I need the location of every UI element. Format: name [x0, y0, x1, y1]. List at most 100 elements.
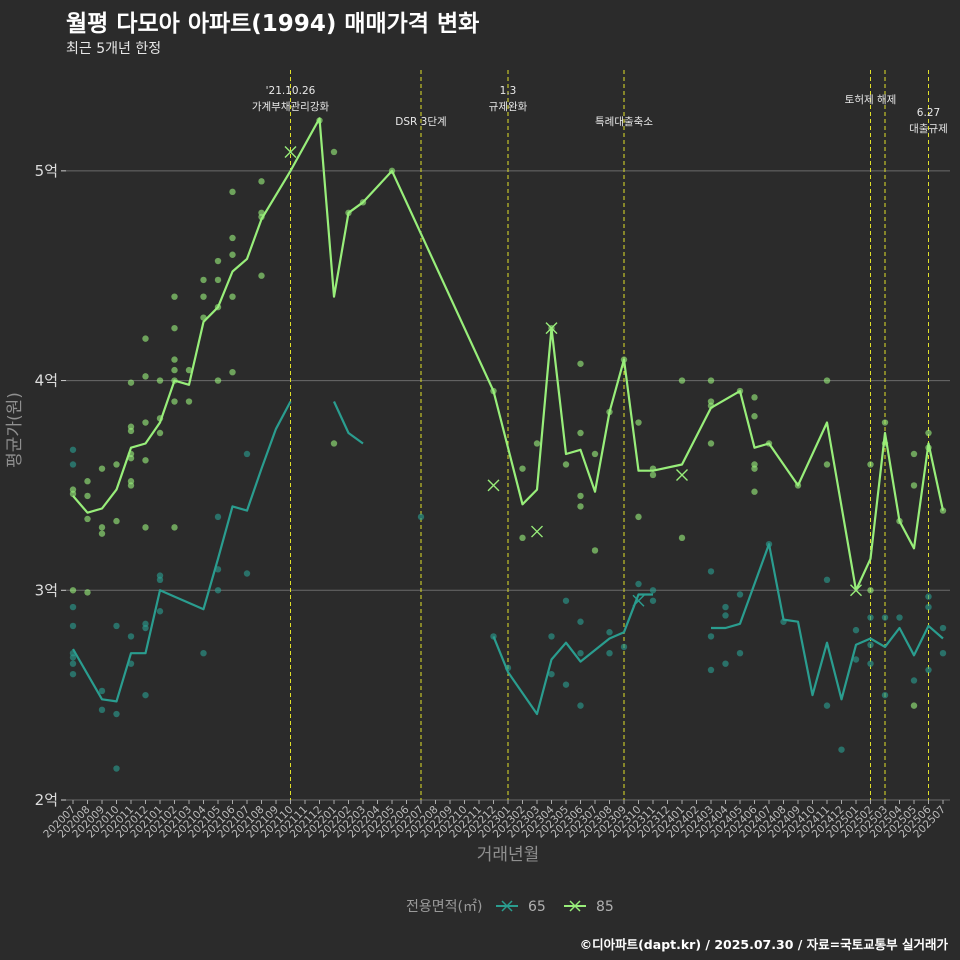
point-85	[156, 429, 164, 437]
point-85	[823, 461, 831, 468]
point-85	[142, 419, 149, 426]
point-85	[98, 530, 106, 537]
point-85	[330, 148, 338, 156]
point-85	[171, 524, 178, 531]
point-85	[867, 587, 874, 594]
point-85	[330, 440, 338, 447]
point-65	[606, 629, 613, 636]
point-65	[722, 660, 729, 667]
point-85	[867, 461, 874, 468]
point-65	[939, 650, 947, 657]
point-65	[707, 633, 715, 640]
point-65	[867, 614, 874, 621]
point-65	[113, 765, 120, 772]
point-65	[823, 576, 831, 583]
point-85	[635, 513, 642, 521]
point-85	[171, 293, 178, 300]
policy-annotation: 규제완화	[489, 100, 528, 113]
point-85	[113, 461, 120, 468]
point-65	[69, 660, 77, 667]
point-85	[127, 427, 135, 435]
point-85	[113, 517, 120, 525]
point-65	[867, 641, 874, 649]
point-65	[562, 597, 570, 604]
policy-annotation: 토허제 해제	[845, 93, 897, 106]
point-65	[577, 650, 584, 657]
point-85	[171, 366, 178, 374]
point-65	[127, 633, 135, 640]
point-65	[881, 614, 889, 621]
series-line-65	[711, 543, 944, 701]
chart-title: 월평 다모아 아파트(1994) 매매가격 변화	[66, 11, 480, 37]
point-65	[113, 622, 120, 630]
point-65	[69, 461, 77, 468]
point-85	[127, 454, 135, 462]
point-65	[98, 687, 106, 695]
point-65	[722, 603, 729, 611]
point-85	[751, 413, 758, 420]
point-85	[127, 482, 135, 489]
source-caption: ©디아파트(dapt.kr) / 2025.07.30 / 자료=국토교통부 실…	[579, 937, 948, 952]
point-85	[577, 429, 584, 437]
series-line-65	[72, 400, 292, 703]
point-65	[243, 570, 251, 577]
point-85	[910, 702, 918, 709]
point-85	[751, 488, 758, 495]
point-85	[258, 272, 265, 279]
point-85	[98, 465, 106, 472]
point-85	[577, 360, 584, 367]
cross-marker-85	[545, 322, 558, 335]
point-65	[707, 568, 715, 575]
legend-key-cross-85	[569, 900, 581, 912]
y-axis-title: 평균가(원)	[5, 392, 25, 468]
point-85	[185, 398, 193, 405]
point-85	[577, 503, 584, 510]
series-line-85	[72, 117, 945, 592]
point-85	[678, 377, 686, 384]
policy-annotation: 가계부채관리강화	[252, 101, 330, 113]
policy-annotation: 대출규제	[909, 123, 948, 135]
point-65	[156, 576, 164, 583]
point-65	[69, 446, 77, 453]
point-85	[635, 419, 642, 426]
point-65	[649, 597, 657, 604]
point-65	[910, 677, 918, 684]
point-85	[533, 440, 541, 447]
series-line-65	[492, 593, 653, 716]
point-65	[736, 591, 744, 598]
point-85	[84, 492, 91, 500]
series-line-65	[333, 401, 364, 445]
point-85	[142, 524, 149, 531]
point-65	[69, 622, 77, 630]
point-65	[736, 650, 744, 657]
point-85	[925, 429, 932, 437]
point-65	[925, 603, 932, 611]
point-65	[200, 650, 207, 657]
point-85	[577, 492, 584, 500]
point-65	[939, 624, 947, 632]
y-tick-label: 2억	[35, 791, 58, 809]
point-65	[722, 612, 729, 619]
point-65	[577, 702, 584, 709]
legend-title: 전용면적(㎡)	[406, 899, 482, 915]
point-85	[84, 515, 91, 523]
point-85	[200, 276, 207, 284]
point-85	[185, 366, 193, 374]
point-85	[751, 465, 758, 472]
point-85	[229, 188, 236, 196]
cross-marker-85	[284, 145, 297, 158]
point-65	[852, 656, 860, 663]
legend-label-85: 85	[596, 899, 614, 915]
point-65	[113, 710, 120, 718]
point-85	[258, 178, 265, 185]
point-85	[229, 368, 236, 376]
cross-marker-85	[676, 468, 688, 481]
point-85	[591, 450, 599, 458]
policy-annotation: 1.3	[500, 85, 517, 97]
point-85	[881, 419, 889, 426]
point-85	[562, 461, 570, 468]
cross-marker-85	[487, 479, 500, 492]
point-85	[214, 276, 222, 284]
point-65	[649, 587, 657, 594]
point-65	[852, 626, 860, 634]
